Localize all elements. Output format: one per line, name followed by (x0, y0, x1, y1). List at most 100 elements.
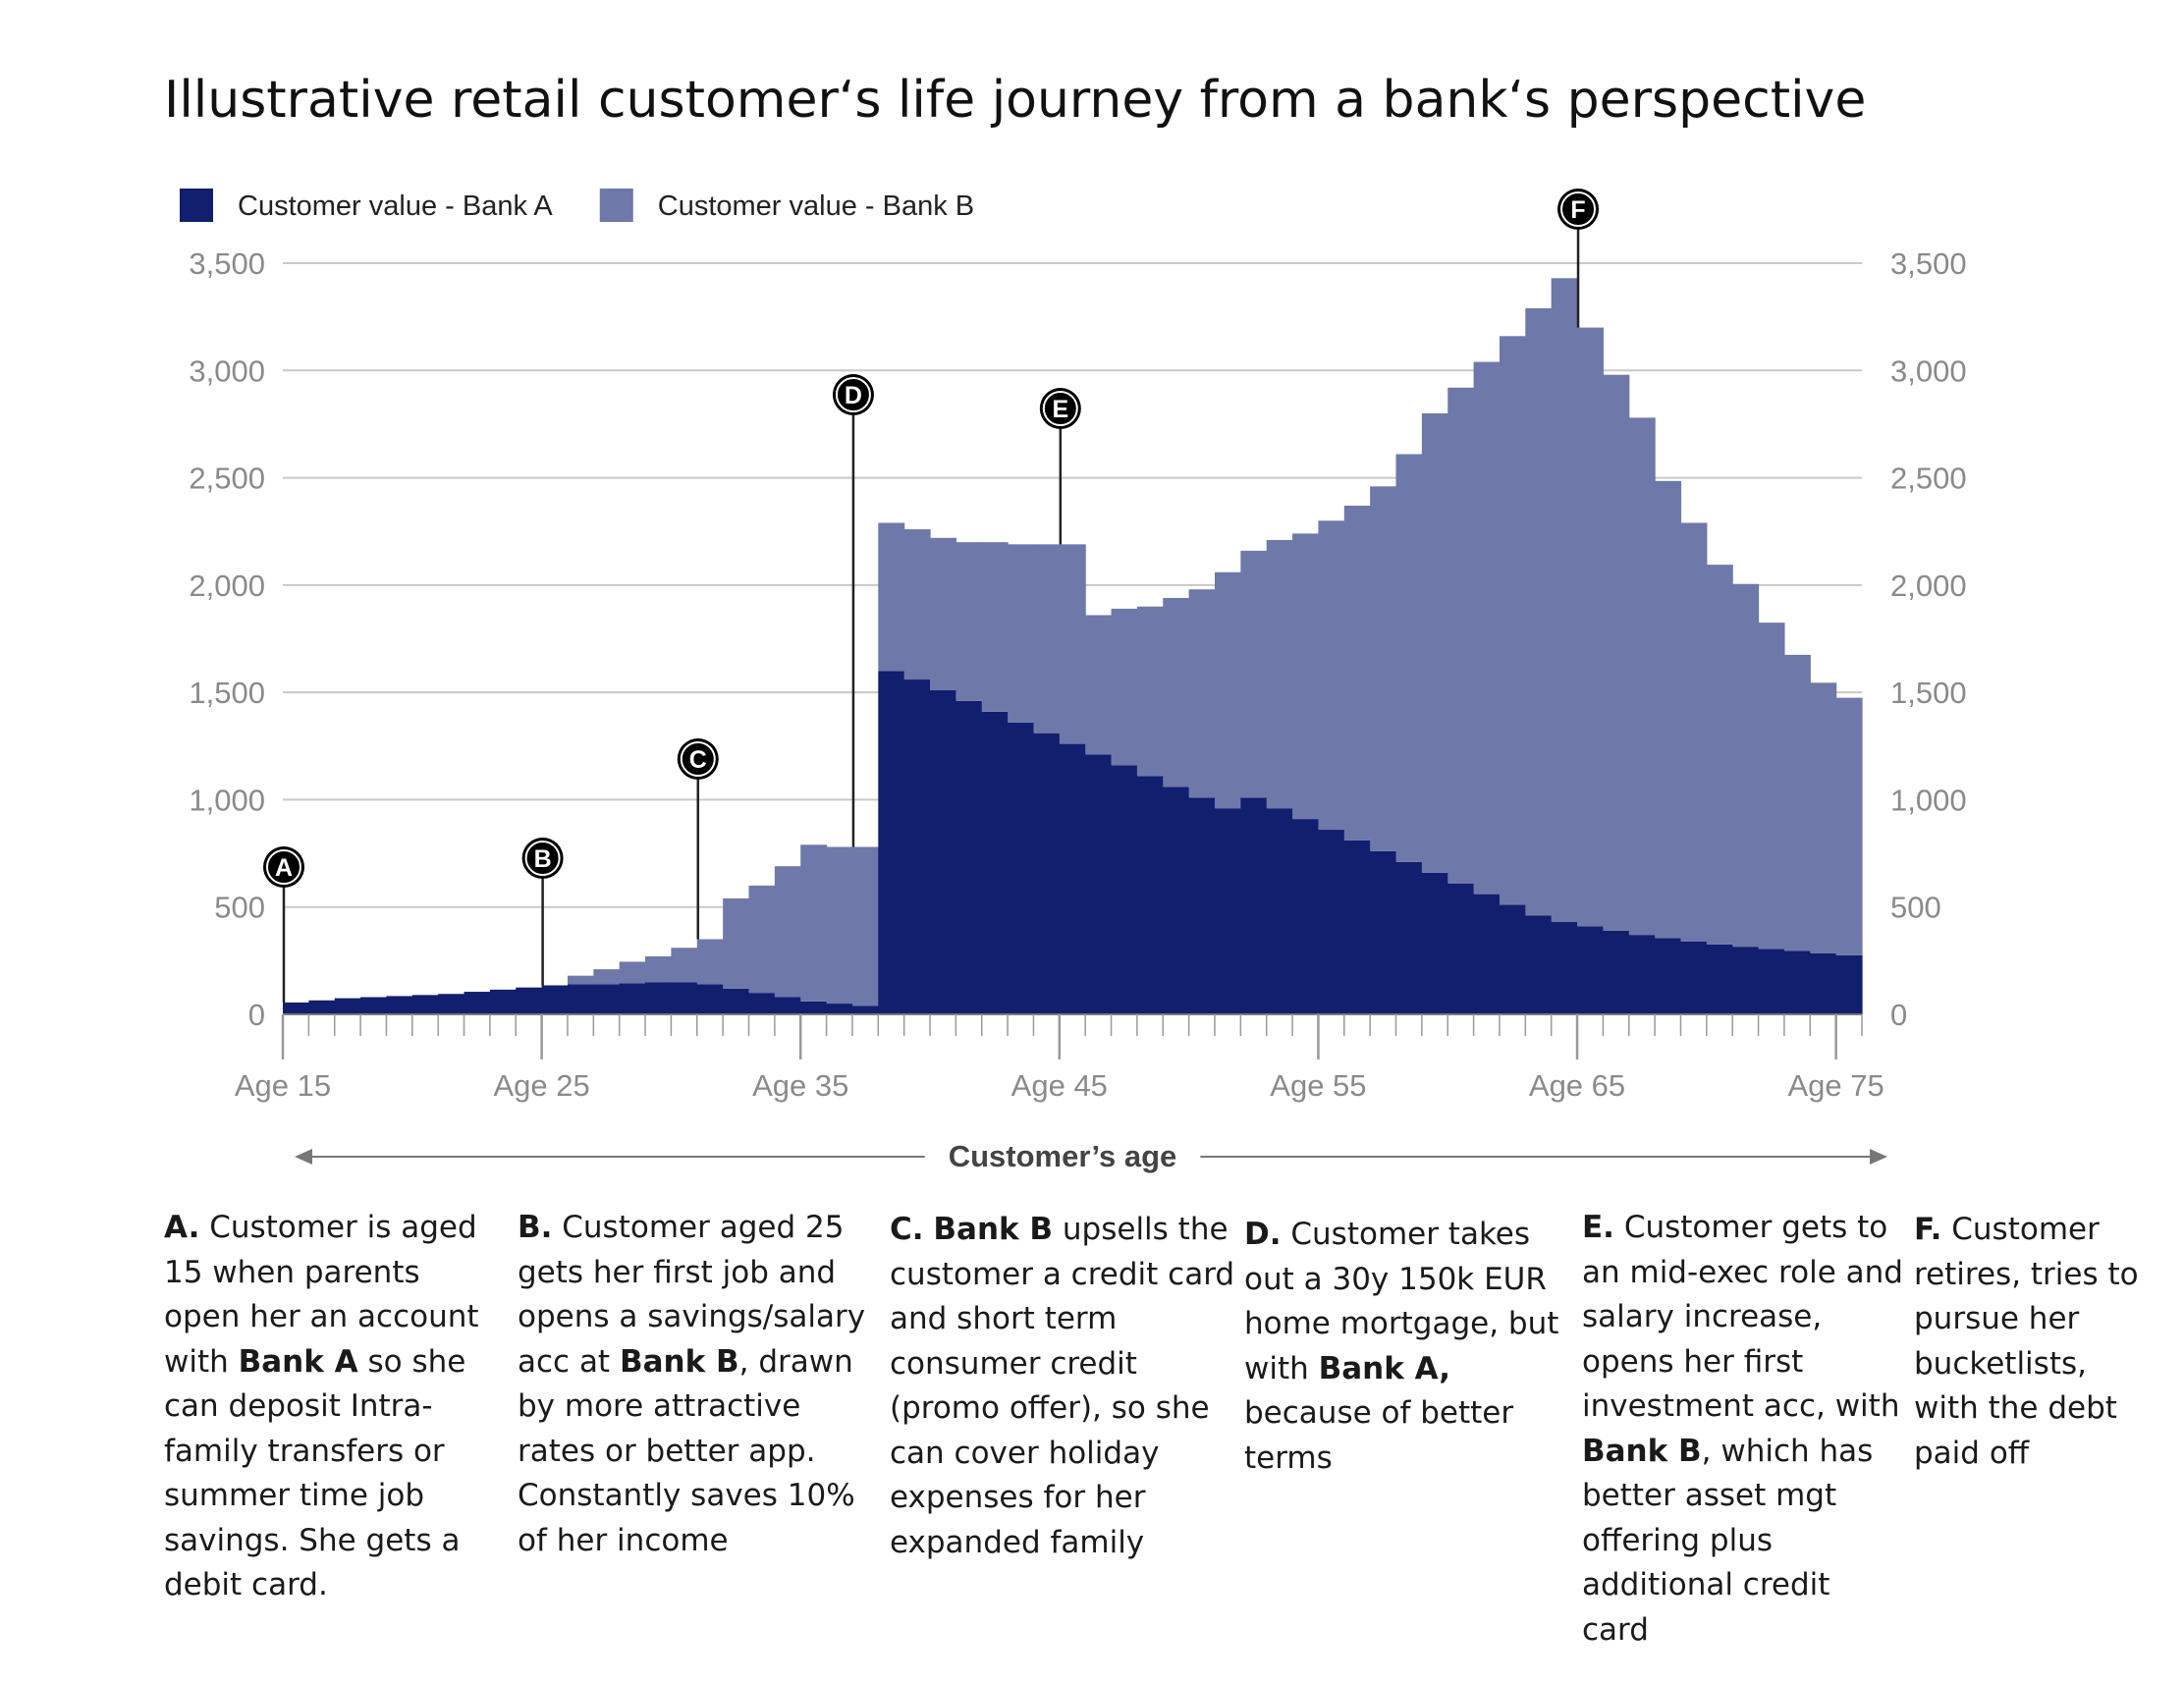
bar-bank-a-age-32 (723, 988, 750, 1014)
annotation-rest: , drawn by more attractive rates or bett… (518, 1343, 855, 1558)
bar-bank-b-age-36 (826, 846, 853, 1004)
marker-circle (1557, 189, 1600, 230)
bar-bank-b-age-27 (593, 969, 621, 985)
bar-bank-b-age-62 (1499, 336, 1526, 905)
bar-bank-b-age-47 (1111, 608, 1138, 766)
bar-bank-b-age-33 (748, 885, 776, 994)
bar-bank-b-age-70 (1706, 565, 1733, 945)
bar-bank-b-age-48 (1136, 606, 1164, 777)
bar-bank-a-age-56 (1343, 840, 1371, 1014)
bar-bank-b-age-69 (1680, 522, 1708, 942)
bar-bank-a-age-73 (1783, 950, 1811, 1014)
bar-bank-a-age-71 (1732, 947, 1760, 1014)
bar-bank-a-age-23 (489, 989, 517, 1014)
bar-bank-a-age-34 (774, 997, 801, 1014)
annotation-text-d: D. Customer takes out a 30y 150k EUR hom… (1244, 1213, 1568, 1481)
bar-bank-a-age-33 (748, 993, 776, 1014)
legend-label-bank-a: Customer value - Bank A (238, 190, 553, 222)
annotation-bank: Bank A (238, 1343, 358, 1380)
bar-bank-a-age-39 (903, 679, 931, 1014)
bar-bank-b-age-28 (619, 961, 646, 984)
y-tick-label-left: 2,500 (189, 461, 265, 496)
marker-circle (677, 738, 719, 780)
annotation-lead: C. (890, 1212, 924, 1247)
legend-swatch-bank-b (599, 189, 633, 222)
annotation-bank: Bank B (933, 1212, 1054, 1247)
annotation-markers: A B C D E F (263, 189, 1600, 1003)
bar-bank-a-age-44 (1033, 733, 1061, 1014)
arrow-left-icon (295, 1149, 312, 1165)
bar-bank-a-age-25 (541, 985, 569, 1014)
annotation-body: Customer retires, tries to pursue her bu… (1914, 1212, 2139, 1471)
bar-bank-a-age-28 (619, 983, 646, 1014)
bar-bank-b-age-57 (1370, 486, 1397, 851)
annotation-lead: F. (1914, 1212, 1942, 1247)
annotation-bank: Bank A, (1318, 1350, 1450, 1386)
bar-bank-a-age-51 (1214, 808, 1241, 1014)
bar-bank-a-age-15 (283, 1002, 309, 1014)
annotation-lead: A. (164, 1210, 200, 1245)
bar-bank-a-age-17 (334, 998, 361, 1014)
marker-circle (521, 838, 564, 879)
bar-bank-a-age-30 (671, 982, 698, 1014)
x-tick-label: Age 45 (1011, 1068, 1108, 1103)
bar-bank-b-age-64 (1551, 278, 1578, 923)
bar-bank-b-age-39 (903, 529, 931, 680)
bar-bank-a-age-64 (1551, 922, 1578, 1014)
marker-ring (1560, 191, 1597, 227)
x-tick-label: Age 75 (1788, 1068, 1884, 1103)
y-tick-label-right: 3,000 (1890, 353, 1967, 388)
bar-bank-b-age-53 (1266, 539, 1293, 809)
annotation-body: Customer aged 25 gets her first job and … (518, 1210, 866, 1380)
bar-bank-b-age-52 (1240, 550, 1268, 798)
annotation-lead: E. (1582, 1210, 1614, 1245)
bar-bank-b-age-75 (1835, 697, 1863, 955)
bar-bank-a-age-66 (1603, 930, 1630, 1014)
bar-bank-a-age-53 (1266, 808, 1293, 1014)
bar-bank-a-age-69 (1680, 941, 1708, 1014)
bar-bank-a-age-75 (1835, 954, 1863, 1014)
bar-bank-a-age-37 (851, 1005, 879, 1014)
bar-bank-a-age-21 (438, 994, 465, 1014)
x-tick-label: Age 55 (1270, 1068, 1366, 1103)
y-tick-label-left: 0 (248, 998, 265, 1032)
marker-ring (1042, 391, 1078, 426)
bar-bank-b-age-29 (645, 955, 673, 983)
page-title: Illustrative retail customer‘s life jour… (164, 71, 1867, 130)
axes: Age 15 Age 25 Age 35 Age 45 Age 55 Age 65 Age … (235, 1013, 1884, 1103)
y-tick-label-left: 1,500 (189, 676, 265, 710)
legend-label-bank-b: Customer value - Bank B (658, 190, 974, 222)
marker-ring (680, 741, 716, 777)
annotation-text-c: C. Bank B upsells the customer a credit … (890, 1208, 1238, 1565)
legend: Customer value - Bank A Customer value - … (180, 189, 974, 222)
bar-bank-a-age-57 (1370, 850, 1397, 1014)
bar-bank-b-age-56 (1343, 505, 1371, 841)
marker-letter: C (689, 746, 707, 774)
bar-bank-b-age-67 (1628, 417, 1656, 936)
y-tick-label-left: 500 (214, 891, 265, 925)
x-tick-label: Age 15 (235, 1068, 331, 1103)
annotation-body: Customer is aged 15 when parents open he… (164, 1210, 479, 1380)
bar-bank-b-age-31 (696, 939, 724, 985)
marker-ring (266, 849, 301, 885)
bar-bank-a-age-40 (930, 689, 956, 1014)
annotation-text-e: E. Customer gets to an mid-exec role and… (1582, 1206, 1906, 1653)
bar-bank-b-age-49 (1163, 597, 1190, 787)
bar-bank-a-age-61 (1473, 894, 1501, 1014)
marker-b: B (521, 838, 564, 986)
bar-bank-a-age-19 (386, 996, 413, 1014)
annotation-text-f: F. Customer retires, tries to pursue her… (1914, 1208, 2150, 1476)
annotation-rest: upsells the customer a credit card and s… (890, 1212, 1235, 1560)
y-tick-label-left: 3,500 (189, 246, 265, 281)
bar-bank-a-age-43 (1008, 722, 1035, 1014)
arrow-right-icon (1870, 1149, 1887, 1165)
bar-bank-a-age-70 (1706, 944, 1733, 1014)
annotation-rest: because of better terms (1244, 1395, 1514, 1476)
bar-bank-a-age-60 (1447, 883, 1475, 1014)
bar-bank-b-age-55 (1318, 520, 1345, 831)
bar-bank-b-age-63 (1525, 307, 1553, 916)
annotation-bank: Bank B (619, 1343, 739, 1380)
bar-bank-b-age-74 (1810, 682, 1837, 953)
annotation-rest: , which has better asset mgt offering pl… (1582, 1433, 1874, 1648)
